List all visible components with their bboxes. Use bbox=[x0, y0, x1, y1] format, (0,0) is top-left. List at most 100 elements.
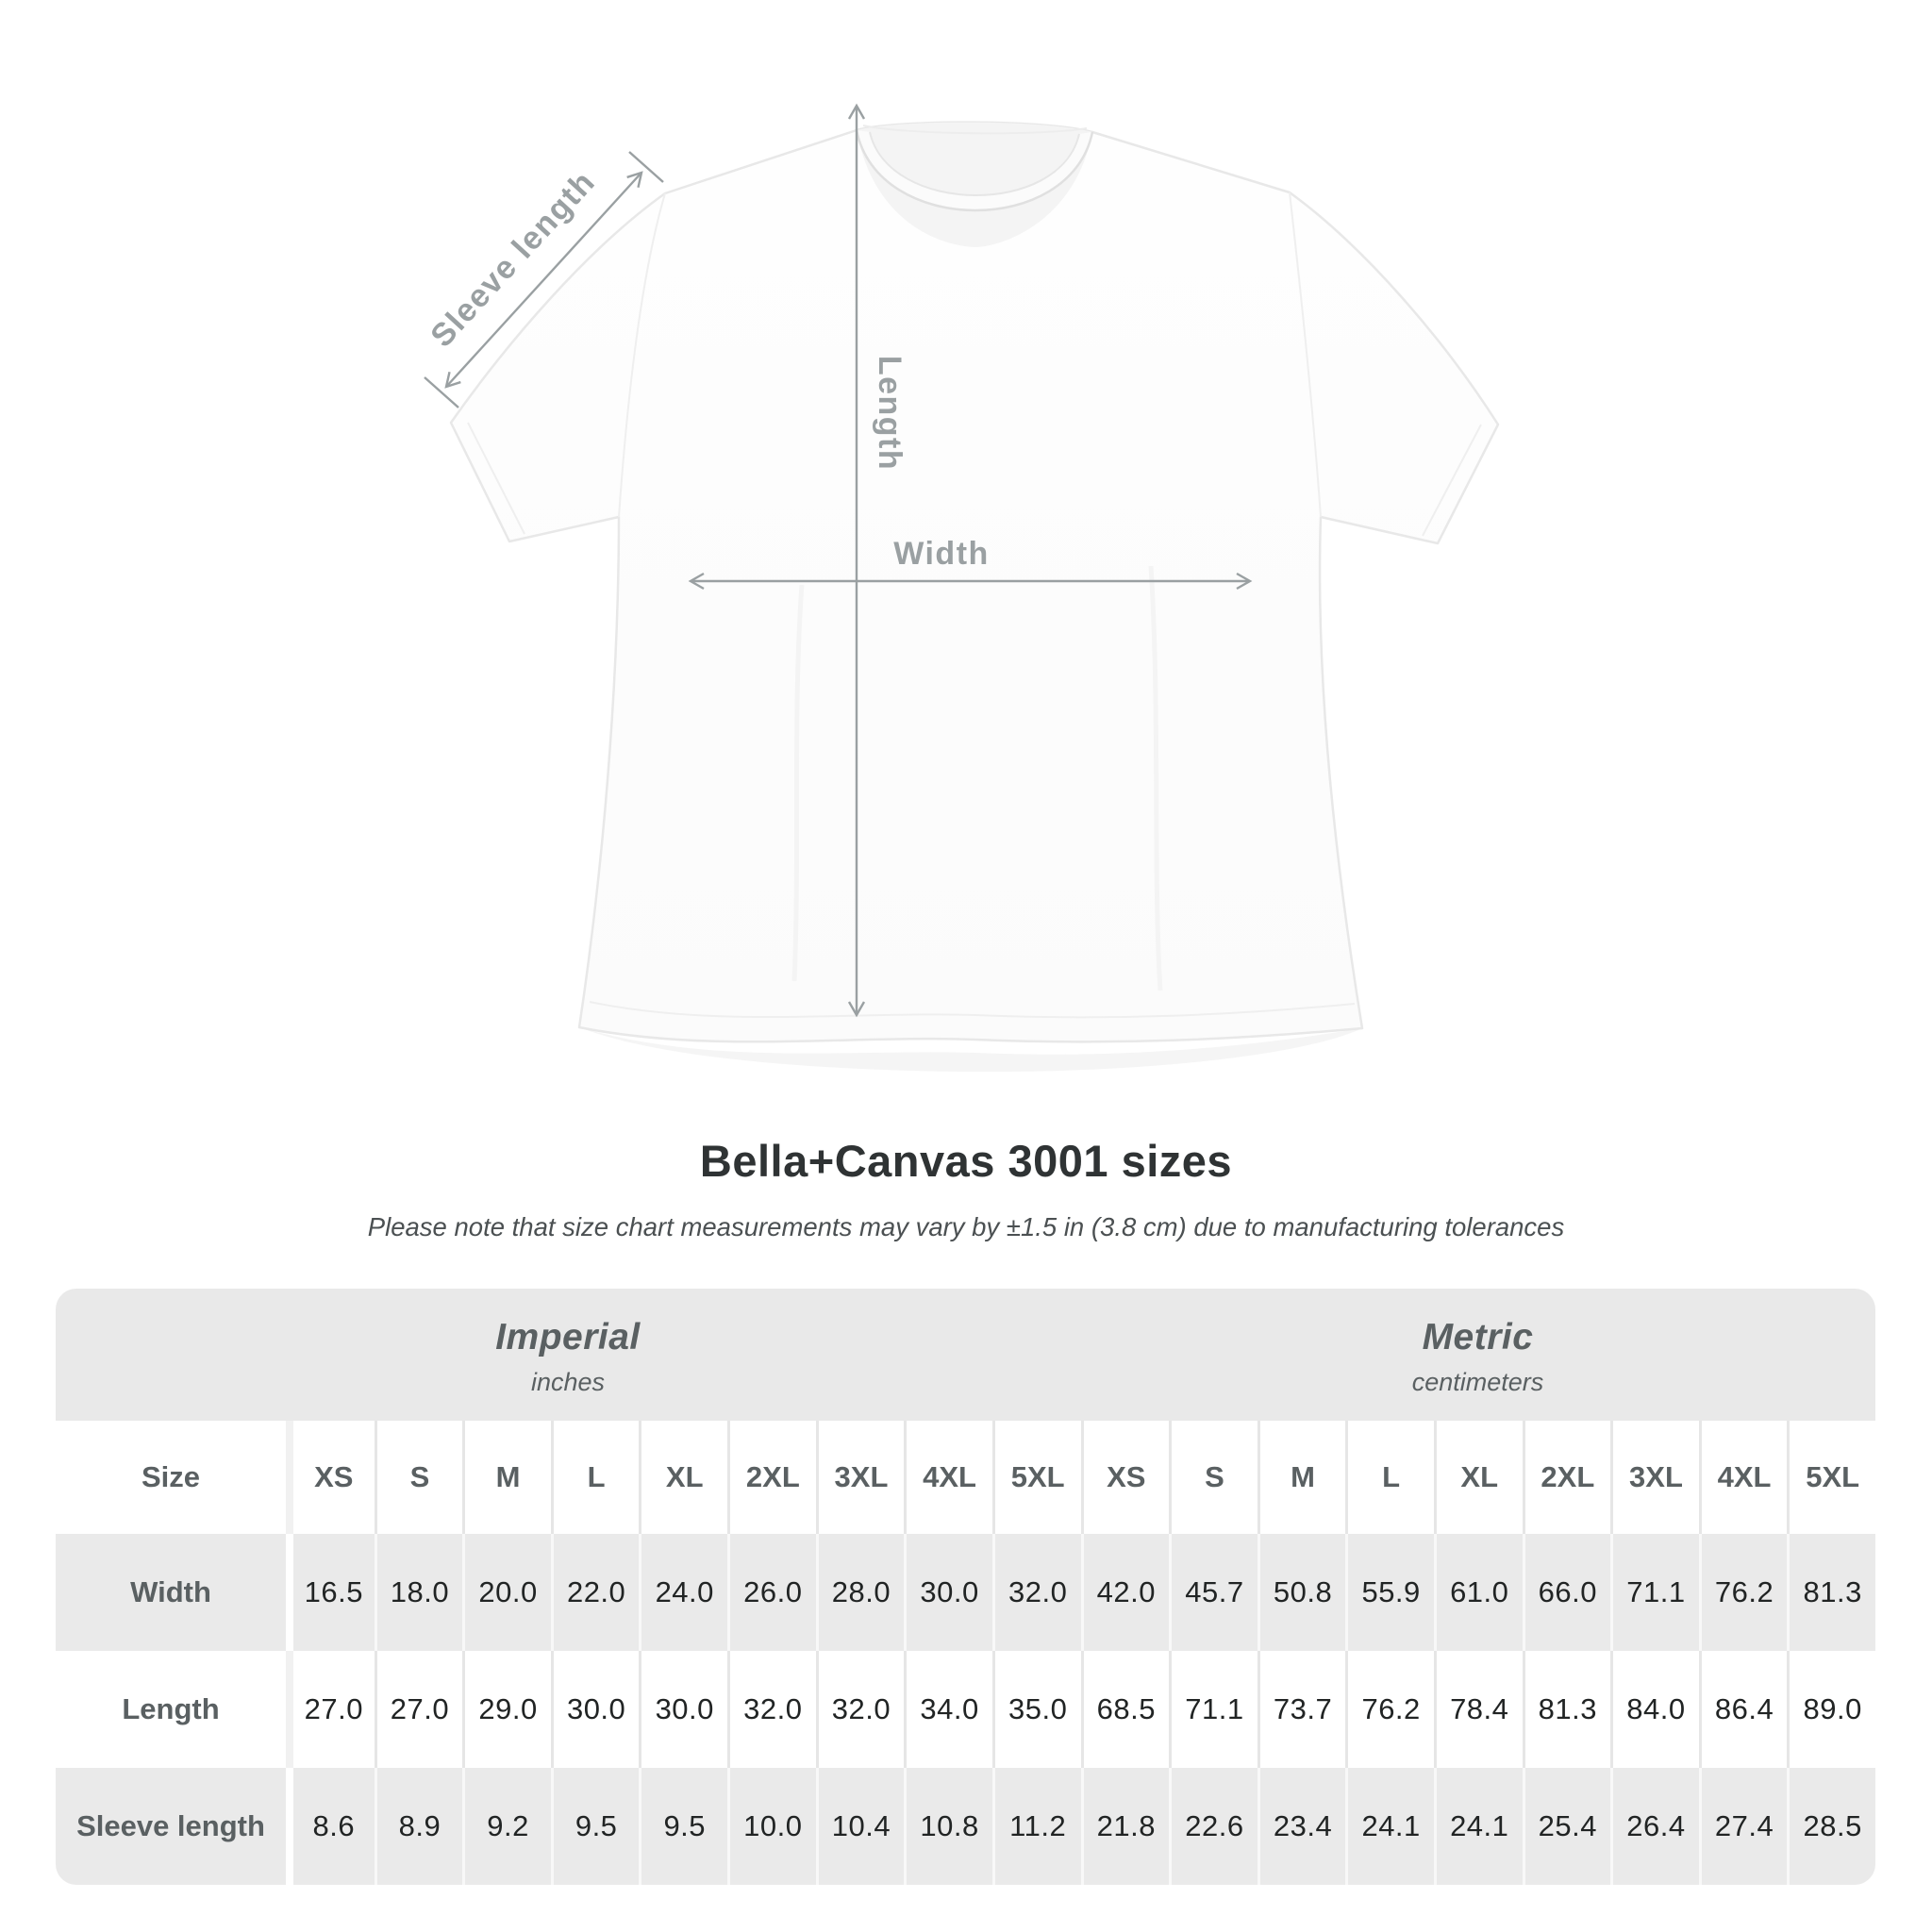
value-cell-metric: 26.4 bbox=[1610, 1768, 1699, 1885]
value-cell-metric: 22.6 bbox=[1169, 1768, 1257, 1885]
value-cell-imperial: 32.0 bbox=[991, 1534, 1081, 1651]
value-cell-imperial: 27.0 bbox=[374, 1651, 463, 1768]
tolerance-note: Please note that size chart measurements… bbox=[367, 1212, 1565, 1241]
imperial-unit-label: inches bbox=[530, 1367, 606, 1396]
value-cell-imperial: 16.5 bbox=[286, 1534, 375, 1651]
value-cell-imperial: 30.0 bbox=[550, 1651, 640, 1768]
metric-unit-label: centimeters bbox=[1411, 1367, 1544, 1396]
metric-unit-header: Metric centimeters bbox=[1080, 1289, 1875, 1421]
length-dimension-label: Length bbox=[872, 356, 908, 471]
right-armhole-seam bbox=[1289, 192, 1322, 518]
value-cell-metric: 42.0 bbox=[1080, 1534, 1170, 1651]
measurement-row-label: Sleeve length bbox=[56, 1768, 286, 1885]
size-col-header-imperial: L bbox=[550, 1421, 640, 1534]
page-title: Bella+Canvas 3001 sizes bbox=[699, 1136, 1233, 1186]
value-cell-metric: 76.2 bbox=[1345, 1651, 1434, 1768]
size-col-header-imperial: 3XL bbox=[815, 1421, 905, 1534]
value-cell-imperial: 18.0 bbox=[374, 1534, 463, 1651]
value-cell-metric: 81.3 bbox=[1522, 1651, 1611, 1768]
measurement-row-label: Width bbox=[56, 1534, 286, 1651]
neck-opening bbox=[857, 122, 1092, 247]
value-cell-imperial: 11.2 bbox=[991, 1768, 1081, 1885]
value-cell-metric: 76.2 bbox=[1698, 1534, 1788, 1651]
value-cell-imperial: 22.0 bbox=[550, 1534, 640, 1651]
size-col-header-imperial: XS bbox=[286, 1421, 375, 1534]
fabric-fold-right bbox=[1148, 565, 1163, 991]
value-cell-metric: 86.4 bbox=[1698, 1651, 1788, 1768]
size-col-header-metric: XS bbox=[1080, 1421, 1170, 1534]
value-cell-imperial: 34.0 bbox=[904, 1651, 992, 1768]
value-cell-imperial: 27.0 bbox=[286, 1651, 375, 1768]
value-cell-imperial: 20.0 bbox=[462, 1534, 551, 1651]
value-cell-metric: 28.5 bbox=[1787, 1768, 1875, 1885]
size-col-header-imperial: 5XL bbox=[991, 1421, 1081, 1534]
size-col-header-metric: 5XL bbox=[1787, 1421, 1875, 1534]
collar-outer-seam bbox=[855, 129, 1094, 212]
value-cell-metric: 25.4 bbox=[1522, 1768, 1611, 1885]
value-cell-metric: 27.4 bbox=[1698, 1768, 1788, 1885]
back-neck-seam bbox=[862, 125, 1088, 135]
collar-inner-seam bbox=[869, 131, 1080, 196]
value-cell-imperial: 9.5 bbox=[550, 1768, 640, 1885]
value-cell-metric: 50.8 bbox=[1257, 1534, 1346, 1651]
size-column-header: Size bbox=[56, 1421, 286, 1534]
fabric-fold-left bbox=[791, 584, 805, 982]
value-cell-imperial: 10.4 bbox=[815, 1768, 905, 1885]
value-cell-metric: 66.0 bbox=[1522, 1534, 1611, 1651]
value-cell-metric: 68.5 bbox=[1080, 1651, 1170, 1768]
value-cell-imperial: 26.0 bbox=[727, 1534, 816, 1651]
hem-stitch bbox=[589, 1001, 1356, 1019]
size-col-header-imperial: M bbox=[462, 1421, 551, 1534]
left-cuff-stitch bbox=[467, 422, 525, 535]
metric-label: Metric bbox=[1422, 1316, 1534, 1357]
sleeve-length-end-tick-bottom bbox=[424, 376, 459, 408]
size-col-header-metric: 3XL bbox=[1610, 1421, 1699, 1534]
value-cell-metric: 45.7 bbox=[1169, 1534, 1257, 1651]
sleeve-length-end-tick-top bbox=[628, 151, 664, 183]
value-cell-metric: 24.1 bbox=[1345, 1768, 1434, 1885]
value-cell-metric: 21.8 bbox=[1080, 1768, 1170, 1885]
value-cell-imperial: 10.0 bbox=[727, 1768, 816, 1885]
size-grid: Size XS S M L XL 2XL 3XL 4XL 5XL XS S M L XL 2XL 3XL 4XL 5… bbox=[56, 1421, 1875, 1885]
value-cell-metric: 71.1 bbox=[1610, 1534, 1699, 1651]
value-cell-imperial: 10.8 bbox=[904, 1768, 992, 1885]
imperial-label: Imperial bbox=[495, 1316, 641, 1357]
size-col-header-metric: 2XL bbox=[1522, 1421, 1611, 1534]
value-cell-metric: 73.7 bbox=[1257, 1651, 1346, 1768]
collar-band bbox=[857, 130, 1092, 211]
value-cell-imperial: 35.0 bbox=[991, 1651, 1081, 1768]
size-col-header-metric: 4XL bbox=[1698, 1421, 1788, 1534]
value-cell-imperial: 8.9 bbox=[374, 1768, 463, 1885]
value-cell-imperial: 29.0 bbox=[462, 1651, 551, 1768]
size-col-header-imperial: S bbox=[374, 1421, 463, 1534]
value-cell-imperial: 30.0 bbox=[904, 1534, 992, 1651]
tshirt-diagram-svg: Length Width Sleeve length bbox=[424, 103, 1500, 1043]
size-col-header-metric: S bbox=[1169, 1421, 1257, 1534]
value-cell-metric: 61.0 bbox=[1433, 1534, 1523, 1651]
size-col-header-metric: XL bbox=[1433, 1421, 1523, 1534]
size-col-header-imperial: 2XL bbox=[727, 1421, 816, 1534]
sleeve-length-dimension-line bbox=[444, 171, 643, 389]
value-cell-imperial: 32.0 bbox=[727, 1651, 816, 1768]
value-cell-metric: 55.9 bbox=[1345, 1534, 1434, 1651]
size-table: Imperial inches Metric centimeters Size X… bbox=[56, 1289, 1875, 1885]
value-cell-metric: 24.1 bbox=[1433, 1768, 1523, 1885]
size-col-header-imperial: 4XL bbox=[904, 1421, 992, 1534]
measurement-row-label: Length bbox=[56, 1651, 286, 1768]
value-cell-metric: 23.4 bbox=[1257, 1768, 1346, 1885]
tshirt-diagram: Length Width Sleeve length bbox=[424, 103, 1500, 1043]
size-col-header-metric: L bbox=[1345, 1421, 1434, 1534]
value-cell-imperial: 32.0 bbox=[815, 1651, 905, 1768]
value-cell-metric: 78.4 bbox=[1433, 1651, 1523, 1768]
size-col-header-metric: M bbox=[1257, 1421, 1346, 1534]
unit-header-band: Imperial inches Metric centimeters bbox=[56, 1289, 1875, 1421]
value-cell-imperial: 8.6 bbox=[286, 1768, 375, 1885]
value-cell-metric: 84.0 bbox=[1610, 1651, 1699, 1768]
size-col-header-imperial: XL bbox=[639, 1421, 728, 1534]
value-cell-metric: 71.1 bbox=[1169, 1651, 1257, 1768]
value-cell-imperial: 9.5 bbox=[639, 1768, 728, 1885]
value-cell-metric: 81.3 bbox=[1787, 1534, 1875, 1651]
value-cell-imperial: 28.0 bbox=[815, 1534, 905, 1651]
value-cell-imperial: 24.0 bbox=[639, 1534, 728, 1651]
